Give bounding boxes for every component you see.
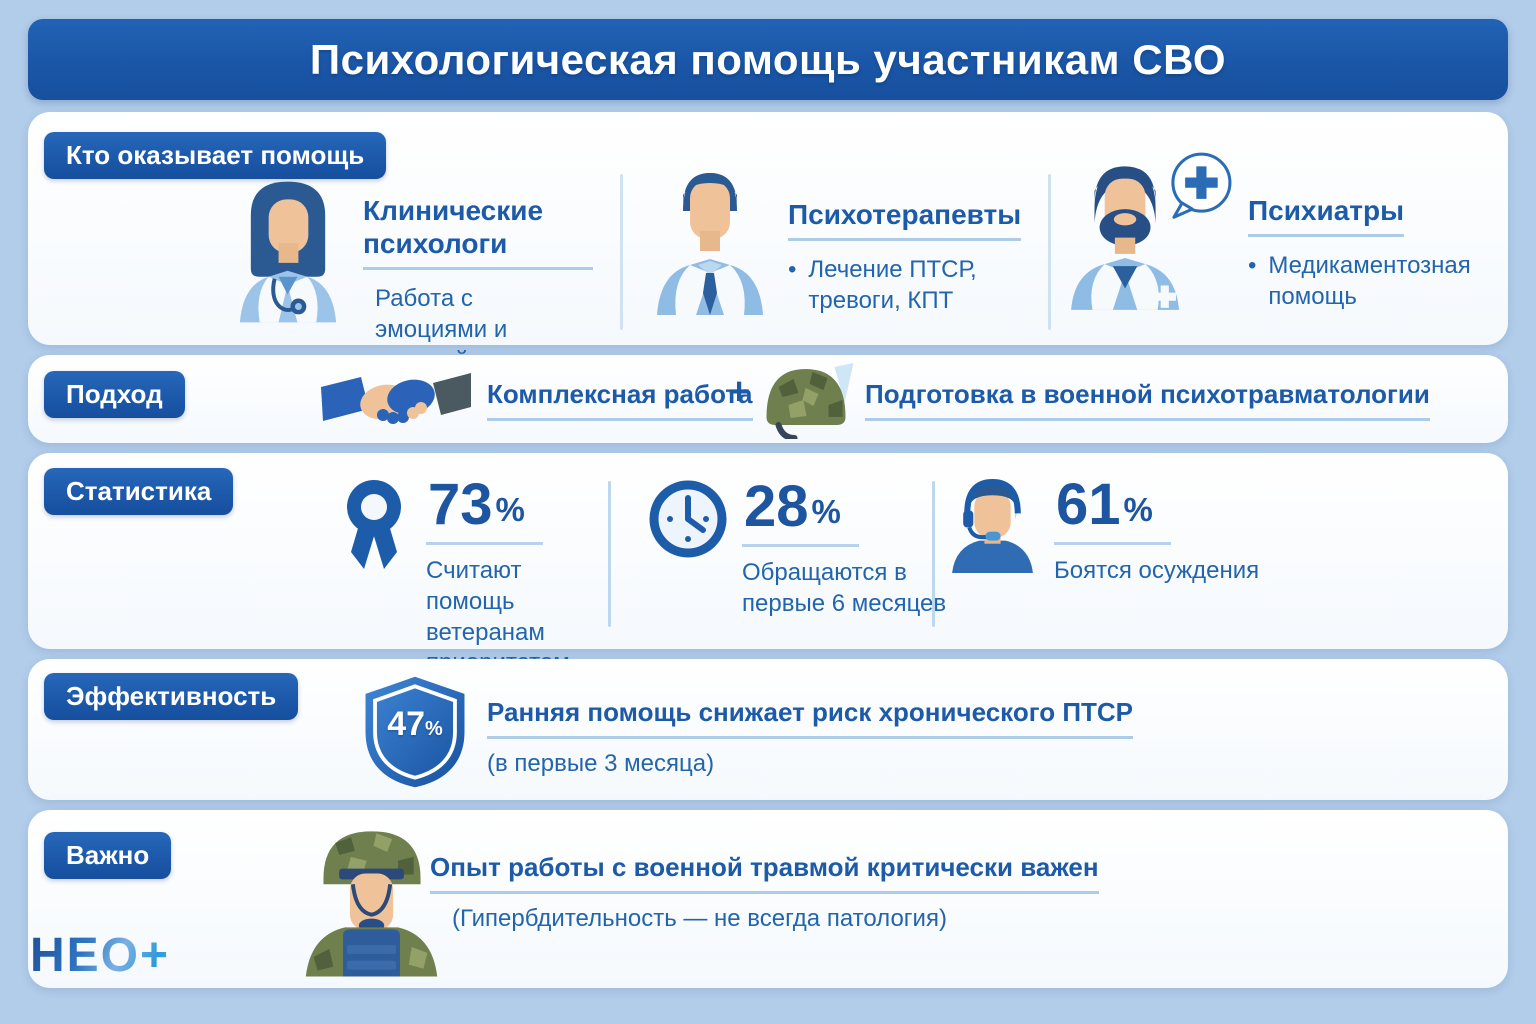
important-text-block: Опыт работы с военной травмой критически…	[430, 852, 1099, 933]
stat-value-group: 73 %	[426, 472, 543, 546]
section-approach-card: Подход Комплексная работа +	[28, 355, 1508, 443]
male-doctor-icon	[657, 173, 763, 315]
important-heading: Опыт работы с военной травмой критически…	[430, 852, 1099, 894]
section-badge-stats: Статистика	[44, 468, 234, 515]
stat-unit: %	[811, 493, 841, 530]
stat-divider	[608, 481, 611, 627]
page-title: Психологическая помощь участникам СВО	[309, 35, 1227, 83]
effect-text-block: Ранняя помощь снижает риск хронического …	[487, 697, 1134, 778]
clock-icon	[649, 480, 727, 558]
who-heading-psychotherapists: Психотерапевты	[788, 198, 1022, 242]
title-bar: Психологическая помощь участникам СВО	[28, 19, 1508, 100]
shield-value-group: 47%	[355, 707, 475, 741]
stat-label: Считают помощь ветеранам приоритетом	[426, 557, 570, 676]
section-badge-effect: Эффективность	[44, 673, 299, 720]
important-note: (Гипербдительность — не всегда патология…	[452, 905, 947, 932]
stat-fear-judgement: 61 % Боятся осуждения	[944, 472, 1304, 587]
plus-sign: +	[728, 371, 751, 413]
soldier-icon	[305, 831, 438, 977]
column-divider	[620, 174, 623, 330]
who-column-clinical-psychologists: Клинические психологи Работа с эмоциями …	[231, 172, 593, 377]
stat-unit: %	[1123, 491, 1153, 528]
who-text-psychotherapists: Лечение ПТСР, тревоги, КПТ	[808, 256, 977, 315]
who-column-psychiatrists: Психиатры • Медикаментозная помощь	[1066, 152, 1483, 312]
section-important-card: Важно Опыт работы с военной травмой крит…	[28, 810, 1508, 988]
who-heading-clinical: Клинические психологи	[363, 194, 593, 271]
section-badge-important: Важно	[44, 832, 172, 879]
stat-value-group: 61 %	[1054, 472, 1171, 546]
approach-content: Комплексная работа + Подготовка в военно…	[28, 355, 1508, 443]
shield-value: 47	[387, 705, 426, 743]
award-ribbon-icon	[347, 480, 401, 569]
psychiatrist-icon	[1071, 152, 1232, 310]
section-badge-who: Кто оказывает помощь	[44, 132, 387, 179]
stat-value: 61	[1056, 472, 1121, 537]
brand-logo: НЕО+	[30, 929, 171, 982]
effect-note: (в первые 3 месяца)	[487, 750, 715, 777]
column-divider	[1048, 174, 1051, 330]
stat-unit: %	[495, 491, 525, 528]
shield-icon	[365, 676, 465, 788]
stat-value: 28	[744, 474, 809, 539]
stat-value: 73	[428, 472, 493, 537]
female-doctor-icon	[239, 181, 337, 323]
bullet-marker: •	[1248, 252, 1257, 280]
bullet-marker: •	[788, 256, 797, 284]
section-badge-approach: Подход	[44, 371, 185, 418]
shield-47-percent: 47%	[355, 673, 475, 791]
support-person-icon	[952, 479, 1033, 573]
stat-label: Боятся осуждения	[1054, 557, 1260, 585]
military-helmet-icon	[766, 363, 854, 439]
who-heading-psychiatrists: Психиатры	[1248, 194, 1404, 238]
shield-unit: %	[425, 718, 443, 740]
stat-value-group: 28 %	[742, 474, 859, 548]
who-text-psychiatrists: Медикаментозная помощь	[1268, 252, 1471, 311]
stat-divider	[932, 481, 935, 627]
section-who-card: Кто оказывает помощь Клинические психоло…	[28, 112, 1508, 374]
approach-label-complex-work: Комплексная работа	[487, 379, 753, 421]
stat-label: Обращаются в первые 6 месяцев	[742, 559, 947, 617]
stat-first-6-months: 28 % Обращаются в первые 6 месяцев	[648, 474, 962, 620]
effect-heading: Ранняя помощь снижает риск хронического …	[487, 697, 1134, 739]
section-effect-card: Эффективность 47% Ранняя помощь снижает …	[28, 659, 1508, 800]
approach-label-military-training: Подготовка в военной психотравматологии	[865, 379, 1430, 421]
section-stats-card: Статистика 73 % Считают помощь ветеранам…	[28, 453, 1508, 676]
who-column-psychotherapists: Психотерапевты • Лечение ПТСР, тревоги, …	[650, 160, 1022, 320]
handshake-icon	[321, 373, 471, 424]
stat-veterans-priority: 73 % Считают помощь ветеранам приоритето…	[334, 472, 606, 679]
